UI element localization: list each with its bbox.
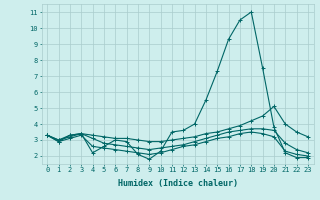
X-axis label: Humidex (Indice chaleur): Humidex (Indice chaleur)	[118, 179, 237, 188]
